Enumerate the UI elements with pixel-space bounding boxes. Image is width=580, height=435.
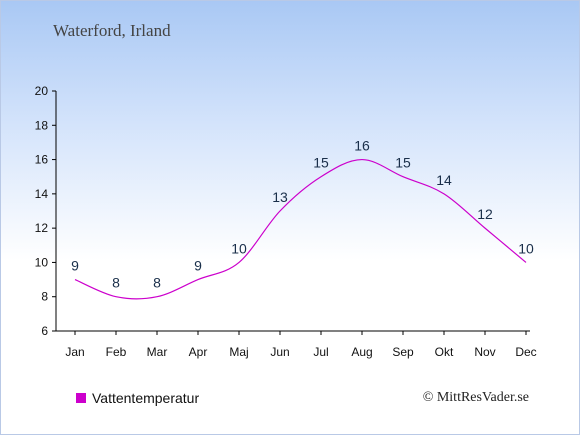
data-label: 16 <box>354 138 370 154</box>
y-tick-label: 10 <box>35 255 49 269</box>
data-label: 10 <box>518 240 534 256</box>
data-label: 9 <box>194 258 202 274</box>
x-tick-label: Apr <box>189 345 208 359</box>
x-tick-label: Aug <box>351 345 372 359</box>
data-label: 14 <box>436 172 452 188</box>
data-label: 9 <box>71 258 79 274</box>
data-label: 12 <box>477 206 493 222</box>
x-tick-label: Feb <box>106 345 127 359</box>
x-tick-label: Dec <box>515 345 536 359</box>
legend-swatch <box>76 393 86 403</box>
legend: Vattentemperatur <box>76 390 199 406</box>
x-tick-label: Jan <box>65 345 84 359</box>
credit-text: © MittResVader.se <box>422 390 529 405</box>
x-tick-label: Jul <box>313 345 328 359</box>
data-label: 13 <box>272 189 288 205</box>
legend-label: Vattentemperatur <box>92 390 200 406</box>
y-tick-label: 14 <box>35 187 49 201</box>
y-tick-label: 12 <box>35 221 49 235</box>
data-label: 15 <box>313 155 329 171</box>
data-label: 8 <box>112 275 120 291</box>
x-tick-label: Jun <box>270 345 289 359</box>
series-line-vattentemperatur <box>74 158 527 300</box>
y-tick-label: 6 <box>41 324 48 338</box>
y-tick-label: 18 <box>35 118 49 132</box>
data-label: 8 <box>153 275 161 291</box>
x-tick-label: Sep <box>392 345 414 359</box>
x-tick-label: Maj <box>229 345 248 359</box>
y-tick-label: 16 <box>35 153 49 167</box>
x-tick-label: Okt <box>435 345 454 359</box>
data-label: 15 <box>395 155 411 171</box>
x-tick-label: Nov <box>474 345 495 359</box>
x-tick-label: Mar <box>147 345 168 359</box>
data-label: 10 <box>231 240 247 256</box>
y-tick-label: 20 <box>35 84 49 98</box>
y-tick-label: 8 <box>41 290 48 304</box>
chart-title: Waterford, Irland <box>53 21 171 40</box>
